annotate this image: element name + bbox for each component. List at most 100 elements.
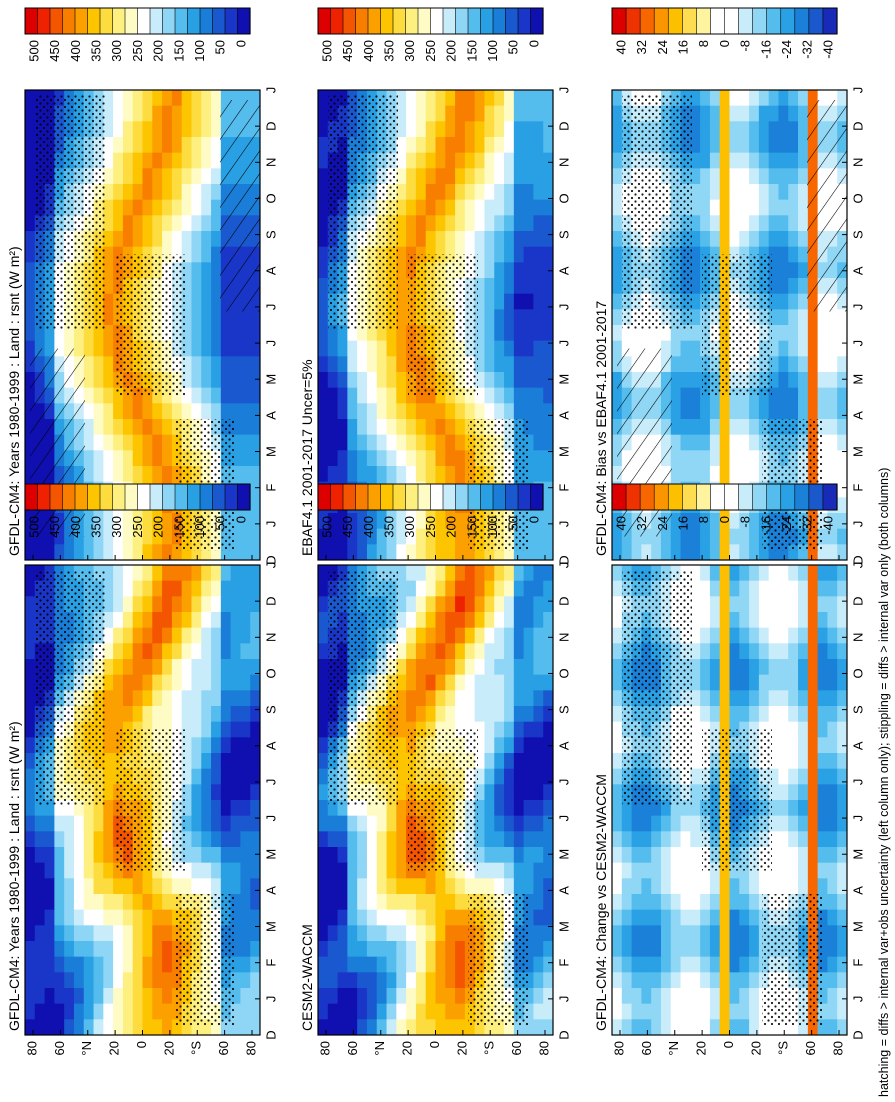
heatmap-cell [34, 1003, 46, 1020]
heatmap-cell [788, 121, 799, 138]
heatmap-cell [406, 215, 417, 232]
month-tick-label: M [556, 374, 571, 385]
month-tick-label: D [850, 121, 865, 130]
heatmap-cell [83, 450, 95, 467]
heatmap-cell [778, 565, 789, 582]
month-tick-label: J [556, 340, 571, 347]
heatmap-cell [719, 925, 731, 942]
heatmap-cell [513, 784, 525, 801]
heatmap-cell [240, 925, 251, 942]
heatmap-cell [240, 528, 251, 545]
heatmap-cell [152, 121, 163, 138]
heatmap-cell [612, 800, 623, 817]
heatmap-cell [386, 1019, 397, 1035]
colorbar-swatch [355, 483, 369, 511]
heatmap-cell [827, 1003, 838, 1020]
heatmap-cell [513, 325, 525, 342]
heatmap-cell [749, 612, 760, 629]
heatmap-cell [181, 544, 193, 560]
heatmap-cell [768, 878, 780, 895]
heatmap-cell [807, 721, 819, 738]
heatmap-cell [513, 878, 525, 895]
heatmap-cell [464, 231, 476, 248]
heatmap-cell [837, 941, 847, 958]
heatmap-cell [729, 878, 740, 895]
heatmap-cell [798, 246, 809, 263]
colorbar-swatch [112, 483, 126, 511]
colorbar-swatch [455, 7, 469, 35]
heatmap-cell [113, 878, 124, 895]
heatmap-cell [396, 800, 407, 817]
heatmap-cell [680, 956, 691, 973]
heatmap [317, 564, 554, 1036]
month-tick-label: M [263, 374, 278, 385]
heatmap-cell [445, 215, 456, 232]
stippling-region [468, 894, 528, 1026]
heatmap-cell [709, 215, 721, 232]
heatmap-cell [357, 894, 368, 911]
heatmap-cell [504, 544, 515, 560]
heatmap-cell [513, 121, 525, 138]
heatmap-cell [690, 90, 701, 107]
heatmap-cell [132, 674, 144, 691]
heatmap-cell [25, 706, 36, 723]
heatmap-cell [719, 972, 731, 989]
heatmap-cell [474, 137, 486, 154]
heatmap-cell [250, 721, 260, 738]
heatmap-cell [152, 168, 163, 185]
heatmap-cell [211, 168, 222, 185]
heatmap-cell [142, 387, 153, 404]
heatmap-cell [484, 721, 495, 738]
heatmap-cell [435, 690, 446, 707]
heatmap-cell [690, 262, 701, 279]
heatmap-cell [807, 831, 819, 848]
heatmap-cell [211, 753, 222, 770]
heatmap-cell [612, 309, 623, 326]
heatmap-cell [318, 387, 329, 404]
heatmap-cell [533, 419, 544, 436]
heatmap-cell [778, 643, 789, 660]
heatmap-cell [415, 1003, 427, 1020]
panel-title: GFDL-CM4: Change vs CESM2-WACCM [593, 774, 609, 1031]
lat-tick-label: 80 [830, 1041, 845, 1055]
heatmap-cell [680, 862, 691, 879]
heatmap-cell [162, 612, 173, 629]
heatmap-cell [415, 199, 427, 216]
heatmap-cell [778, 1019, 789, 1035]
colorbar-frame [317, 483, 544, 511]
heatmap-cell [122, 674, 134, 691]
heatmap-cell [318, 674, 329, 691]
heatmap-cell [739, 878, 750, 895]
heatmap-cell [641, 325, 652, 342]
heatmap-cell [425, 419, 437, 436]
heatmap-cell [83, 1003, 95, 1020]
heatmap-cell [484, 403, 495, 420]
heatmap-cell [612, 199, 623, 216]
heatmap-cell [484, 1019, 495, 1035]
heatmap-cell [504, 580, 515, 597]
heatmap-cell [347, 340, 358, 357]
heatmap-cell [201, 659, 212, 676]
heatmap-cell [504, 768, 515, 785]
heatmap-cell [171, 168, 183, 185]
heatmap-cell [719, 956, 731, 973]
heatmap-cell [700, 434, 711, 451]
colorbar-swatch [162, 7, 176, 35]
heatmap-cell [700, 909, 711, 926]
heatmap-cell [103, 544, 114, 560]
heatmap-cell [201, 643, 212, 660]
heatmap-cell [25, 909, 36, 926]
heatmap-cell [103, 659, 114, 676]
heatmap-cell [543, 215, 553, 232]
heatmap-cell [621, 988, 633, 1005]
colorbar-tick-label: 150 [464, 516, 479, 538]
heatmap-cell [93, 356, 104, 373]
heatmap-cell [768, 1019, 780, 1035]
heatmap-cell [660, 862, 672, 879]
heatmap-cell [778, 121, 789, 138]
heatmap-cell [327, 1019, 339, 1035]
heatmap-cell [523, 800, 535, 817]
heatmap-cell [807, 753, 819, 770]
heatmap-cell [690, 309, 701, 326]
heatmap-cell [798, 674, 809, 691]
